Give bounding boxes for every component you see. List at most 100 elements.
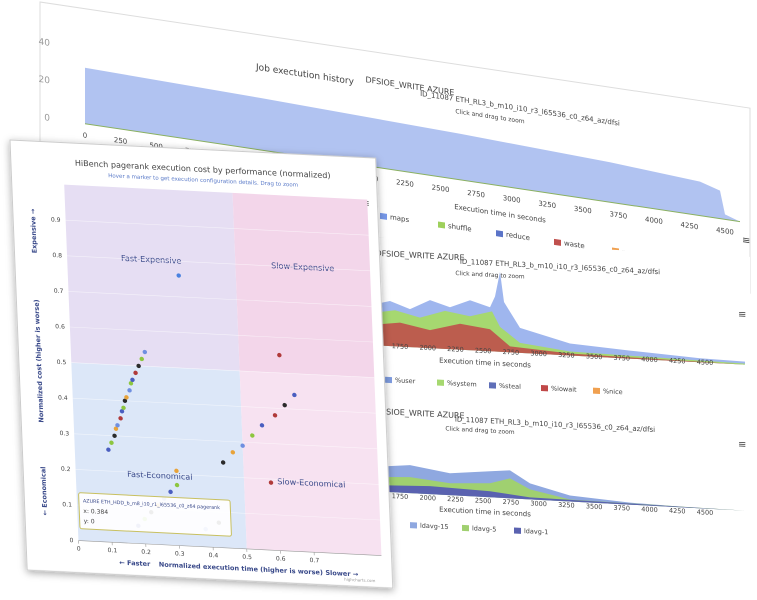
- menu-icon[interactable]: ≡: [742, 235, 750, 247]
- x-tick-label: 4500: [697, 508, 714, 517]
- scatter-point[interactable]: [139, 356, 144, 362]
- panel: [365, 236, 750, 407]
- y-tick-label: 0.5: [57, 359, 67, 366]
- scatter-point[interactable]: [272, 413, 278, 418]
- legend-swatch: [380, 212, 387, 220]
- scatter-point[interactable]: [133, 370, 138, 376]
- x-tick-label: 0.2: [141, 549, 151, 556]
- scatter-point[interactable]: [277, 352, 282, 358]
- y-tick-label: 0: [44, 113, 50, 124]
- legend-label[interactable]: ldavg-5: [472, 524, 496, 533]
- legend-label[interactable]: reduce: [506, 230, 530, 243]
- scatter-point[interactable]: [168, 489, 173, 495]
- hint: Click and drag to zoom: [445, 425, 514, 436]
- scatter-point[interactable]: [259, 423, 265, 428]
- x-tick-label: 1750: [392, 342, 409, 351]
- y-tick-label: 0.8: [52, 252, 62, 259]
- y-tick-label: 0.9: [51, 216, 61, 223]
- scatter-point[interactable]: [106, 447, 111, 452]
- scatter-point[interactable]: [176, 273, 181, 278]
- scatter-point[interactable]: [115, 423, 120, 428]
- x-tick-label: 3750: [609, 209, 627, 221]
- area: [370, 310, 745, 365]
- x-tick-label: 3500: [586, 352, 603, 361]
- legend-label[interactable]: maps: [390, 212, 409, 224]
- x-tick-label: 4250: [669, 357, 686, 366]
- quadrant: [64, 184, 240, 371]
- y-tick-label: 0.7: [54, 288, 64, 295]
- scatter-point[interactable]: [128, 381, 134, 386]
- y-tick-label: 0: [69, 537, 73, 544]
- scatter-point[interactable]: [240, 443, 245, 448]
- x-tick-label: 3500: [586, 502, 603, 511]
- legend-swatch: [554, 238, 561, 246]
- x-tick-label: 0.1: [107, 547, 117, 554]
- scatter-point[interactable]: [121, 405, 126, 411]
- legend-label[interactable]: ldavg-1: [524, 527, 548, 536]
- legend-swatch: [541, 384, 548, 392]
- menu-icon[interactable]: ≡: [738, 439, 746, 450]
- scatter-point[interactable]: [113, 426, 119, 431]
- x-tick-label: 4000: [645, 214, 663, 226]
- tooltip-x: x: 0.384: [83, 508, 108, 516]
- legend-label[interactable]: ldavg-15: [420, 522, 448, 531]
- legend-swatch: [496, 230, 503, 238]
- grid-line: [74, 433, 378, 450]
- x-tick-label: 0.4: [208, 552, 218, 559]
- x-tick-label: 2250: [447, 495, 464, 504]
- y-tick-label: 20: [39, 75, 51, 87]
- scatter-point[interactable]: [119, 409, 125, 414]
- legend-label[interactable]: waste: [564, 238, 585, 250]
- x-tick-label: 0.7: [309, 557, 319, 564]
- legend-label[interactable]: %iowait: [551, 384, 577, 393]
- x-tick-label: 4000: [641, 355, 658, 364]
- scatter-point[interactable]: [282, 402, 287, 408]
- tooltip-y: y: 0: [84, 518, 95, 526]
- scatter-point[interactable]: [230, 450, 236, 455]
- scatter-point[interactable]: [250, 433, 255, 438]
- legend-label[interactable]: %system: [447, 379, 477, 389]
- area: [370, 477, 745, 511]
- area: [370, 322, 745, 365]
- legend-swatch: [385, 376, 392, 384]
- legend-label[interactable]: %steal: [499, 382, 521, 391]
- legend-swatch: [593, 387, 600, 395]
- area: [370, 465, 745, 511]
- x-tick-label: 3250: [558, 351, 575, 360]
- scatter-point[interactable]: [174, 468, 179, 474]
- scatter-point[interactable]: [136, 363, 141, 369]
- grid-line: [69, 326, 373, 343]
- x-tick-label: 2500: [475, 347, 492, 356]
- menu-icon[interactable]: ≡: [738, 309, 746, 320]
- legend-label[interactable]: shuffle: [448, 221, 472, 233]
- legend-label[interactable]: %user: [395, 376, 416, 385]
- x-tick-label: 3500: [574, 204, 592, 216]
- legend-swatch: [489, 382, 496, 389]
- x-tick-label: 2750: [467, 188, 485, 200]
- scatter-point[interactable]: [112, 433, 117, 439]
- x-tick-label: 500: [149, 140, 162, 151]
- x-tick-label: 2750: [503, 498, 520, 507]
- x-tick-label: 2250: [447, 345, 464, 354]
- scatter-point[interactable]: [122, 398, 128, 403]
- quadrant: [239, 370, 382, 556]
- scatter-point[interactable]: [268, 480, 274, 485]
- scatter-point[interactable]: [174, 482, 180, 488]
- scatter-point[interactable]: [127, 388, 132, 393]
- x-tick-label: 2500: [432, 183, 450, 195]
- legend-label[interactable]: %nice: [603, 387, 623, 396]
- x-tick-label: 3000: [530, 349, 547, 358]
- scatter-point[interactable]: [118, 416, 123, 421]
- x-tick-label: 4250: [681, 220, 699, 232]
- scatter-point[interactable]: [109, 440, 114, 445]
- scatter-point[interactable]: [130, 377, 135, 383]
- scatter-point[interactable]: [292, 392, 297, 398]
- x-tick-label: 1750: [392, 492, 409, 501]
- scatter-point[interactable]: [142, 349, 148, 355]
- credit: highcharts.com: [344, 577, 376, 584]
- legend-swatch: [514, 527, 521, 534]
- x-tick-label: 3000: [530, 499, 547, 508]
- scatter-point[interactable]: [124, 395, 129, 400]
- cpu-chart: DFSIOE_WRITE AZURE ID_11087 ETH_RL3_b_m1…: [365, 236, 750, 407]
- scatter-point[interactable]: [220, 460, 226, 465]
